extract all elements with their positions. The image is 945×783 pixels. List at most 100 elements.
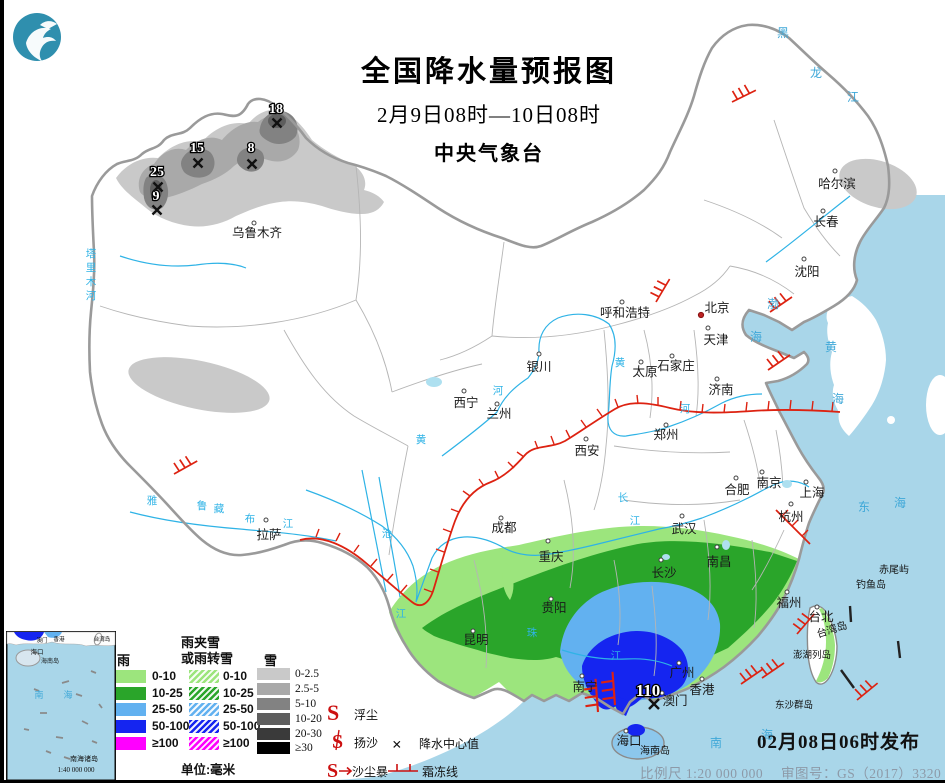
river-label: 河	[680, 403, 691, 415]
city-markers	[251, 168, 838, 734]
sea-label: 渤	[767, 297, 779, 311]
city-label: 西宁	[453, 395, 478, 410]
sea-labels: 渤 海 黄 海 东 海 南 海 黑 龙 江	[710, 26, 906, 750]
inset-label: 香港	[53, 635, 65, 643]
city-labels: 乌鲁木齐 哈尔滨 长春 沈阳 呼和浩特 北京 天津 太原 石家庄 济南 银川 西…	[232, 176, 856, 748]
river-label: 藏	[214, 503, 225, 515]
island-label: 钓鱼岛	[856, 578, 886, 591]
snow-swatch	[257, 728, 290, 740]
yarlung-river	[129, 511, 337, 542]
blowing-sand-label: 扬沙	[354, 735, 378, 750]
rain-range: 0-10	[152, 669, 177, 683]
city-label: 西安	[574, 443, 599, 458]
city-label: 哈尔滨	[818, 176, 856, 191]
sleet-range: 10-25	[223, 686, 254, 700]
precip-x-marks	[151, 117, 660, 710]
inset-sea-label: 海	[63, 689, 72, 700]
snow-swatch	[257, 713, 290, 725]
snow-range: 0-2.5	[295, 668, 319, 680]
inset-name: 南海诸岛	[70, 754, 98, 763]
snow-swatch	[257, 698, 290, 710]
river-label: 江	[396, 608, 407, 620]
page-title: 全国降水量预报图	[360, 56, 617, 88]
sleet-range: 25-50	[223, 702, 254, 716]
frost-line	[299, 394, 841, 607]
korea-landmass	[826, 296, 886, 436]
snow-swatch	[257, 683, 290, 695]
cma-logo-icon	[13, 13, 61, 61]
precip-value: 8	[248, 141, 255, 156]
river-label: 沧	[382, 527, 393, 540]
snow-range: 10-20	[295, 713, 322, 725]
city-label: 福州	[776, 595, 801, 610]
city-label: 南宁	[572, 679, 597, 694]
inset-sea-label: 南	[34, 689, 43, 700]
snow-zones	[116, 109, 917, 413]
china-precip-map: 乌鲁木齐 哈尔滨 长春 沈阳 呼和浩特 北京 天津 太原 石家庄 济南 银川 西…	[13, 13, 945, 780]
city-label: 武汉	[671, 522, 697, 536]
jeju-island	[887, 416, 895, 424]
sleet-range: 0-10	[223, 669, 248, 683]
city-label: 重庆	[538, 549, 564, 564]
japan-island	[926, 375, 945, 435]
qinghai-lake	[426, 377, 442, 387]
rain-0-10-notch	[502, 562, 514, 600]
river-label: 木	[86, 276, 97, 288]
city-label: 杭州	[778, 509, 803, 524]
city-label: 天津	[703, 333, 728, 347]
rain-zones	[389, 526, 838, 760]
map-approval-number: 审图号：GS（2017）3320号	[781, 766, 942, 781]
sea-area	[334, 195, 945, 780]
province-boundaries	[99, 119, 841, 677]
sleet-swatch	[189, 687, 219, 700]
city-label: 海口	[616, 733, 641, 748]
river-labels: 黄 河 黄 河 长 江 珠 江 雅 鲁 藏 布 江 沧 江 塔 里 木 河	[86, 247, 691, 662]
rain-range: 50-100	[152, 719, 190, 733]
sandstorm-label: 沙尘暴	[352, 765, 388, 779]
snow-swatch	[257, 668, 290, 680]
sea-label: 海	[894, 495, 906, 510]
sea-label: 海	[832, 391, 844, 406]
blowing-sand-stroke	[335, 729, 340, 751]
sleet-swatch	[189, 737, 219, 750]
sandstorm-arrow	[339, 766, 353, 776]
city-label: 南京	[756, 475, 781, 490]
taihu-lake	[782, 480, 792, 488]
river-label: 鲁	[197, 499, 208, 512]
forecast-period: 2月9日08时—10日08时	[377, 103, 601, 127]
rain-range: ≥100	[152, 736, 179, 750]
city-label: 台北	[808, 609, 834, 624]
river-label: 黄	[416, 433, 427, 446]
inset-label: 海口	[31, 647, 44, 656]
snow-swatch	[257, 742, 290, 754]
sea-label: 南	[710, 735, 722, 750]
precip-value: 15	[190, 141, 204, 156]
precip-value: 25	[150, 165, 164, 180]
precip-value: 9	[153, 189, 160, 204]
city-label: 沈阳	[794, 264, 819, 279]
city-label: 合肥	[724, 482, 750, 497]
inset-scale: 1:40 000 000	[58, 766, 95, 774]
snow-range: 20-30	[295, 728, 322, 740]
legend-snow-title: 雪	[264, 653, 278, 668]
snow-10-20-core	[268, 114, 286, 128]
sleet-swatch	[189, 703, 219, 716]
snow-5-10-core	[236, 147, 265, 172]
poyang-lake	[722, 540, 730, 550]
city-label: 成都	[491, 521, 517, 535]
river-label: 黑	[777, 26, 789, 40]
sandstorm-icon: S	[327, 760, 338, 782]
inset-label: 台湾岛	[94, 635, 111, 643]
river-label: 长	[618, 492, 629, 504]
sea-label: 东	[858, 500, 870, 514]
river-label: 河	[493, 385, 504, 397]
dongting-lake	[662, 554, 670, 560]
river-label: 塔	[86, 247, 97, 260]
snow-2.5-5-zone	[138, 114, 300, 199]
sea-label: 海	[761, 727, 773, 742]
inset-islands	[23, 670, 103, 760]
inset-label: 海南岛	[41, 657, 59, 665]
city-label: 济南	[708, 382, 733, 397]
sleet-swatch	[189, 670, 219, 683]
